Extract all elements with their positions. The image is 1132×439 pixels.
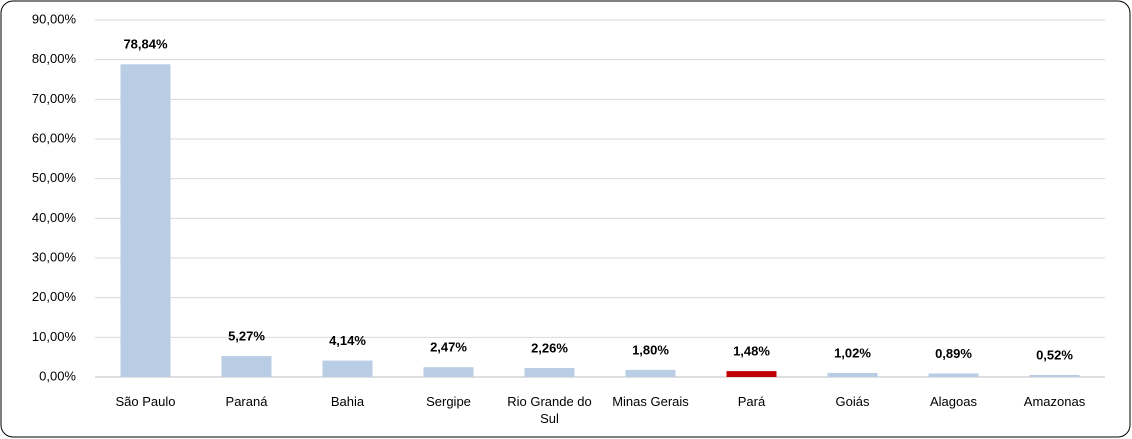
bar [221,356,272,377]
data-label: 1,80% [632,342,669,357]
data-label: 78,84% [123,37,168,52]
bar [928,373,979,377]
y-tick-label: 60,00% [32,130,77,145]
x-tick-label: Pará [737,394,766,409]
bar [120,64,171,377]
data-label: 5,27% [228,329,265,344]
y-tick-label: 40,00% [32,210,77,225]
bar [423,367,474,377]
data-label: 0,89% [935,346,972,361]
y-tick-label: 30,00% [32,249,77,264]
data-label: 4,14% [329,333,366,348]
y-tick-label: 80,00% [32,51,77,66]
y-tick-label: 10,00% [32,329,77,344]
y-tick-label: 90,00% [32,11,77,26]
x-tick-label: Minas Gerais [612,394,689,409]
bar [524,368,575,377]
x-tick-label: Bahia [330,394,365,409]
bar [625,369,676,377]
bar [827,372,878,377]
data-label: 2,26% [531,340,568,355]
data-label: 1,02% [834,345,871,360]
y-tick-label: 70,00% [32,91,77,106]
bar [1029,374,1080,377]
x-tick-label: Alagoas [930,394,977,409]
x-tick-label: São Paulo [115,394,176,409]
x-tick-label: Sergipe [426,394,471,409]
x-tick-label: Goiás [835,394,870,409]
data-label: 0,52% [1036,347,1073,362]
y-tick-label: 0,00% [39,368,76,383]
bar [726,371,777,377]
x-tick-label: Paraná [225,394,268,409]
x-tick-label: Amazonas [1023,394,1086,409]
data-label: 1,48% [733,344,770,359]
x-tick-label: Rio Grande do Sul [507,394,592,426]
data-label: 2,47% [430,340,467,355]
y-tick-label: 50,00% [32,170,77,185]
bar [322,360,373,377]
y-tick-label: 20,00% [32,289,77,304]
